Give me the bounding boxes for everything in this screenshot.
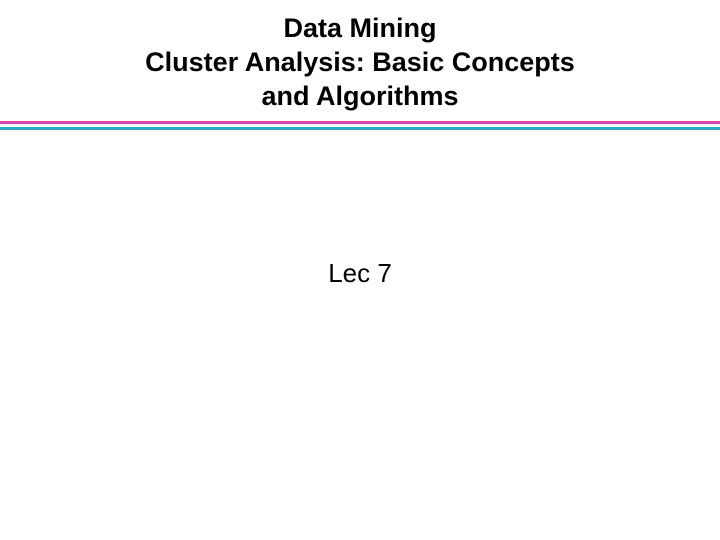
title-divider bbox=[0, 121, 720, 130]
slide: Data Mining Cluster Analysis: Basic Conc… bbox=[0, 0, 720, 540]
slide-subtitle: Lec 7 bbox=[0, 258, 720, 289]
title-line-1: Data Mining bbox=[60, 12, 660, 46]
title-line-2: Cluster Analysis: Basic Concepts bbox=[60, 46, 660, 80]
slide-title: Data Mining Cluster Analysis: Basic Conc… bbox=[0, 0, 720, 113]
divider-line-bottom bbox=[0, 127, 720, 130]
title-line-3: and Algorithms bbox=[60, 80, 660, 114]
